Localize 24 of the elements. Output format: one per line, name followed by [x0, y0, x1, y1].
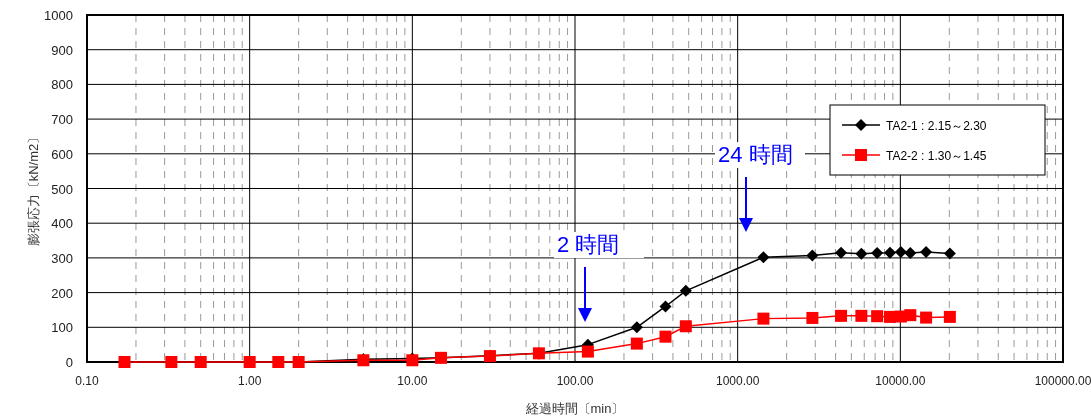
y-tick-label: 1000	[44, 8, 73, 23]
annotation: 2 時間	[557, 232, 620, 257]
x-tick-label: 100000.00	[1034, 374, 1091, 388]
legend-label: TA2-1 : 2.15～2.30	[886, 119, 987, 133]
y-tick-label: 900	[51, 42, 73, 58]
y-tick-label: 700	[51, 112, 73, 128]
y-tick-label: 400	[51, 216, 73, 232]
y-axis-title: 膨張応力〔kN/m2〕	[26, 130, 41, 247]
x-axis-title: 経過時間〔min〕	[524, 401, 625, 416]
x-tick-label: 1000.00	[715, 374, 760, 388]
y-tick-label: 500	[51, 181, 73, 197]
legend-label: TA2-2 : 1.30～1.45	[886, 149, 987, 163]
y-tick-label: 200	[51, 285, 73, 301]
x-tick-label: 10000.00	[875, 374, 926, 388]
x-tick-label: 1.00	[237, 374, 262, 388]
y-tick-label: 800	[51, 77, 73, 93]
y-tick-label: 600	[51, 146, 73, 162]
y-tick-label: 300	[51, 250, 73, 266]
y-tick-label: 100	[51, 320, 73, 336]
y-tick-label: 0	[65, 355, 73, 370]
x-tick-label: 0.10	[75, 374, 99, 388]
annotation: 24 時間	[718, 142, 793, 167]
x-tick-label: 10.00	[397, 374, 428, 388]
x-tick-label: 100.00	[556, 374, 594, 388]
